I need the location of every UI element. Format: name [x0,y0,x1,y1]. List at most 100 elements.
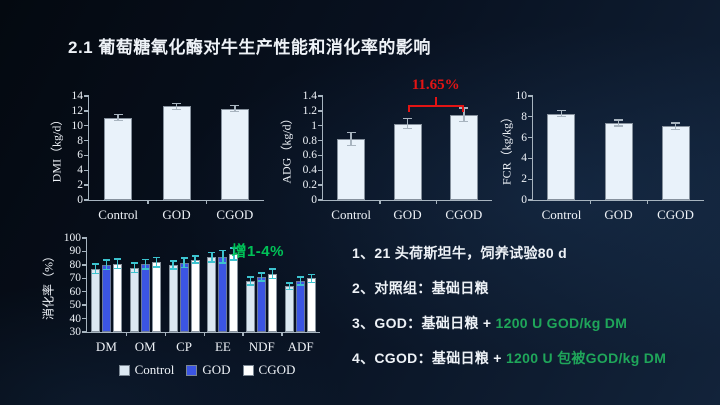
cgod-bar-dm [112,263,122,332]
x-tick-mark [242,332,244,336]
y-tick-mark [528,136,533,139]
error-bar-cap [113,258,121,260]
y-tick-mark [318,199,323,201]
error-bar [94,264,97,274]
y-tick-mark [84,169,89,171]
y-tick-label: 2 [521,173,527,186]
significance-bracket-end [461,104,464,112]
y-tick-label: 0.2 [302,179,317,192]
error-bar-cap [247,284,255,286]
error-bar-cap [169,268,177,270]
error-bar [133,262,135,273]
y-tick-label: 6 [521,131,527,144]
error-bar-cap [91,272,99,275]
y-tick-label: 0.4 [302,164,317,177]
bar-control [337,139,366,200]
adg-chart: 0 0.2 0.4 0.6 0.8 1 1.2 1.4 Control GOD CGOD 11.65%… [266,77,498,228]
error-bar [222,250,224,263]
x-category-label: GOD [393,207,422,222]
y-tick-mark [84,110,89,112]
error-bar-cap [308,281,316,283]
error-bar-cap [556,109,566,112]
legend-item-control: Control [118,362,175,378]
error-bar-cap [191,262,199,264]
digestibility-plot-area: 30 40 50 60 70 80 90 100 DM OM CP EE NDF ADF 增1-4% [64,232,320,354]
slide-title: 2.1 葡萄糖氧化酶对牛生产性能和消化率的影响 [68,38,431,57]
x-category-label: NDF [248,339,275,354]
error-bar [155,257,157,267]
y-tick-mark [82,264,87,266]
error-bar-cap [152,266,160,268]
x-tick-mark [281,332,283,336]
cgod-bar-cp [190,259,200,332]
dmi-y-axis-label: DMI（kg/d） [49,113,64,183]
y-tick-label: 0 [311,194,317,206]
y-tick-mark [528,157,533,160]
error-bar-cap [230,104,240,107]
x-tick-mark [147,200,149,204]
error-bar-cap [230,259,238,261]
dmi-plot-area: 0 2 4 6 8 10 12 14 Control GOD CGOD [72,90,264,222]
legend-swatch [186,364,198,376]
error-bar-cap [113,119,123,122]
y-tick-mark [318,169,323,171]
note-highlight: 1200 U 包被GOD/kg DM [505,350,667,366]
y-tick-label: 12 [71,104,84,117]
y-tick-mark [84,184,89,186]
error-bar-cap [258,272,266,274]
error-bar [117,114,119,121]
dmi-chart: 0 2 4 6 8 10 12 14 Control GOD CGOD DMI（kg/d） [36,86,270,228]
y-tick-label: 1.4 [302,90,317,102]
x-tick-mark [590,200,592,204]
y-tick-mark [528,116,533,118]
error-bar-cap [247,276,255,278]
error-bar-cap [308,273,316,275]
note-number: 4、 [352,350,375,366]
error-bar [272,268,274,279]
x-tick-mark [647,200,649,204]
error-bar-cap [172,108,181,111]
y-tick-label: 0 [521,194,527,206]
control-bar-om [129,267,139,332]
control-bar-ee [207,257,217,332]
note-line-1: 1、21 头荷斯坦牛，饲养试验80 d [352,243,712,264]
error-bar-cap [141,258,149,261]
increase-annotation: 增1-4% [231,243,284,260]
bar-cgod [449,114,478,200]
error-bar-cap [671,122,680,124]
error-bar [194,256,196,263]
error-bar-cap [113,267,121,269]
god-bar-om [140,264,150,332]
note-line-2: 2、对照组：基础日粮 [352,278,712,299]
god-bar-ee [218,256,228,332]
error-bar-cap [141,268,149,270]
error-bar-cap [346,145,356,147]
legend-item-god: GOD [186,362,231,378]
god-bar-ndf [257,276,267,332]
x-category-label: CGOD [657,207,694,222]
x-category-label: CGOD [445,207,483,222]
legend-label: Control [134,362,175,377]
x-category-label: CP [176,339,193,354]
error-bar-cap [180,266,188,269]
error-bar [463,107,465,122]
error-bar [299,276,302,285]
error-bar-cap [102,268,110,271]
error-bar-cap [219,250,227,252]
y-tick-label: 14 [71,90,84,102]
error-bar-cap [269,268,277,270]
control-bar-cp [168,264,178,332]
y-tick-label: 10 [515,90,528,102]
error-bar-cap [172,102,181,105]
adg-plot-area: 0 0.2 0.4 0.6 0.8 1 1.2 1.4 Control GOD CGOD 11.65% [303,77,492,222]
bar-cgod [661,126,690,200]
error-bar [617,119,620,127]
y-tick-label: 90 [69,245,82,258]
error-bar [175,103,178,110]
god-bar-adf [296,280,306,332]
error-bar-cap [130,271,138,273]
y-tick-mark [82,317,87,320]
y-tick-mark [84,95,89,97]
x-category-label: Control [331,207,372,222]
